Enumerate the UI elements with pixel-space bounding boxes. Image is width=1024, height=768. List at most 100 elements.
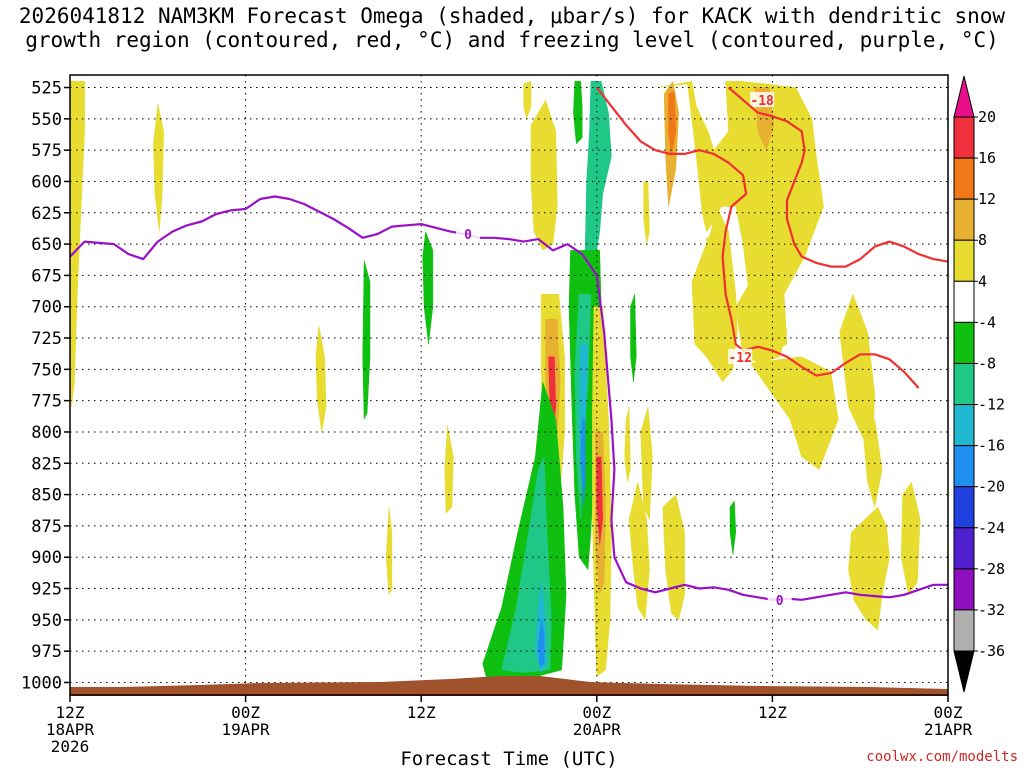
y-tick-label: 800 — [31, 423, 62, 443]
y-tick-label: 1000 — [21, 673, 62, 693]
colorbar-label: -20 — [978, 478, 1005, 496]
colorbar-label: 8 — [978, 231, 987, 249]
y-tick-label: 825 — [31, 454, 62, 474]
omega-region — [729, 500, 737, 555]
colorbar-label: -16 — [978, 437, 1005, 455]
colorbar-segment — [953, 280, 975, 323]
omega-region — [624, 406, 631, 483]
colorbar-label: 4 — [978, 272, 987, 290]
colorbar-bottom-arrow — [953, 650, 975, 693]
omega-region — [580, 419, 586, 508]
chart-title: 2026041812 NAM3KM Forecast Omega (shaded… — [18, 4, 1006, 52]
omega-region — [691, 206, 738, 383]
omega-region — [538, 619, 545, 668]
omega-region — [315, 325, 327, 433]
colorbar-segment — [953, 527, 975, 570]
omega-region — [444, 425, 454, 514]
plot-frame — [69, 74, 949, 696]
y-tick-label: 625 — [31, 204, 62, 224]
y-tick-label: 975 — [31, 642, 62, 662]
x-tick-label: 18APR — [46, 720, 95, 739]
x-tick-label: 12Z — [56, 703, 85, 722]
colorbar-label: -8 — [978, 354, 996, 372]
colorbar-label: -12 — [978, 396, 1005, 414]
dgz-contour-minus12-label: -12 — [728, 351, 751, 366]
y-tick-label: 525 — [31, 79, 62, 99]
omega-region — [628, 481, 650, 621]
x-tick-label: 21APR — [924, 720, 973, 739]
omega-region — [153, 103, 164, 232]
y-tick-label: 725 — [31, 329, 62, 349]
omega-region — [668, 91, 677, 157]
dgz-contour-minus18-label-bg — [750, 92, 775, 108]
freezing-level-line-label-bg — [456, 226, 481, 242]
colorbar: 20 16 12 8 4 -4 -8 -12 -16 -20 -24 -28 -32 -36 — [953, 75, 1005, 693]
colorbar-segment — [953, 445, 975, 488]
colorbar-segment — [953, 239, 975, 282]
colorbar-segment — [953, 609, 975, 652]
omega-region — [662, 494, 685, 621]
colorbar-top-arrow — [953, 75, 975, 118]
omega-region — [584, 81, 612, 252]
y-tick-label: 900 — [31, 548, 62, 568]
colorbar-segment — [953, 404, 975, 447]
y-tick-label: 950 — [31, 611, 62, 631]
dgz-contour-minus12 — [727, 86, 948, 268]
y-tick-label: 575 — [31, 141, 62, 161]
x-tick-label: 00Z — [934, 703, 963, 722]
colorbar-label: 16 — [978, 149, 996, 167]
omega-region — [750, 356, 839, 470]
colorbar-segment — [953, 486, 975, 529]
y-tick-label: 875 — [31, 517, 62, 537]
x-tick-label: 00Z — [582, 703, 611, 722]
x-tick-label: 12Z — [758, 703, 787, 722]
y-tick-label: 750 — [31, 360, 62, 380]
y-tick-label: 675 — [31, 266, 62, 286]
omega-shading — [70, 81, 921, 681]
y-tick-label: 600 — [31, 172, 62, 192]
omega-region — [422, 231, 434, 345]
omega-region — [900, 481, 921, 596]
y-tick-label: 850 — [31, 486, 62, 506]
y-tick-label: 550 — [31, 110, 62, 130]
colorbar-segment — [953, 321, 975, 364]
y-tick-label: 700 — [31, 298, 62, 318]
colorbar-label: 20 — [978, 108, 996, 126]
y-tick-label: 925 — [31, 580, 62, 600]
credit-text: coolwx.com/modelts — [866, 749, 1018, 765]
colorbar-label: -32 — [978, 601, 1005, 619]
x-tick-label: 2026 — [51, 737, 90, 756]
colorbar-label: -28 — [978, 560, 1005, 578]
freezing-level-line-label: 0 — [464, 228, 472, 243]
omega-region — [862, 419, 883, 508]
colorbar-segment — [953, 568, 975, 611]
x-tick-label: 12Z — [407, 703, 436, 722]
omega-region — [596, 456, 603, 545]
x-tick-label: 00Z — [231, 703, 260, 722]
y-tick-label: 650 — [31, 235, 62, 255]
colorbar-segment — [953, 198, 975, 241]
y-tick-label: 775 — [31, 392, 62, 412]
y-axis: 525 550 575 600 625 650 675 700 725 750 775 800 825 8… — [21, 79, 70, 693]
colorbar-segment — [953, 157, 975, 200]
dgz-contour-minus18 — [595, 86, 920, 389]
dgz-contour-minus18-label: -18 — [750, 94, 774, 109]
freezing-level-line — [70, 195, 948, 601]
colorbar-label: -36 — [978, 642, 1005, 660]
dgz-contour-minus12-label-bg — [728, 348, 753, 364]
omega-region — [523, 81, 532, 120]
x-tick-label: 19APR — [222, 720, 271, 739]
colorbar-label: 12 — [978, 190, 996, 208]
colorbar-segment — [953, 362, 975, 406]
omega-region — [658, 81, 824, 351]
terrain-ground — [70, 676, 948, 696]
x-tick-label: 20APR — [573, 720, 622, 739]
omega-region — [385, 506, 393, 596]
omega-region — [362, 260, 371, 420]
contours: 0 0 -18 -12 — [70, 86, 948, 609]
omega-region — [536, 131, 548, 201]
omega-region — [848, 506, 890, 631]
x-axis-label: Forecast Time (UTC) — [400, 748, 617, 768]
